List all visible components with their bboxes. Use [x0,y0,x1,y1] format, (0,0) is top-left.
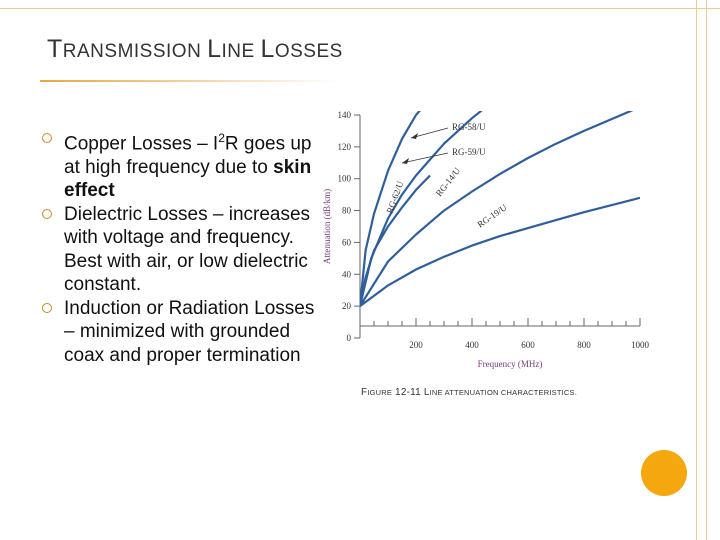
bullet-circle-icon [42,133,52,143]
x-tick-label: 1000 [631,340,650,350]
series-label: RG-58/U [452,122,486,132]
series-line [360,196,640,307]
y-tick-label: 60 [342,237,352,247]
figure-caption: FIGURE 12-11 LINE ATTENUATION CHARACTERI… [361,387,578,398]
x-tick-label: 600 [521,340,535,350]
attenuation-chart: 0 20 40 60 80 100 120 140 200 400 600 800 1000 Freque… [322,110,650,369]
y-axis-label: Attenuation (dB/km) [322,189,332,264]
bullet-item: Induction or Radiation Losses – minimize… [42,297,322,368]
y-tick-label: 140 [338,110,352,120]
bullet-circle-icon [42,302,52,313]
bullet-circle-icon [42,208,52,219]
arrowhead-icon [411,133,418,139]
series-label: RG-19/U [475,202,509,230]
series-label-arrow [401,152,449,164]
x-tick-label: 200 [409,340,423,350]
x-tick-label: 800 [577,340,591,350]
frame-line-left [696,0,697,540]
y-tick-label: 20 [342,301,352,311]
x-axis-label: Frequency (MHz) [478,359,543,369]
decorative-circle [641,450,687,496]
bullet-list: Copper Losses – I2R goes up at high freq… [42,127,322,367]
y-tick-label: 80 [342,206,352,216]
series-label: RG-62/U [384,179,405,214]
series-line [360,111,421,307]
series-label: RG-14/U [434,165,463,198]
series-line [360,111,634,307]
series-label: RG-59/U [452,147,486,157]
slide-title: TRANSMISSION LINE LOSSES [47,35,343,63]
series-label-arrow [410,127,449,139]
y-tick-label: 40 [342,269,352,279]
y-tick-label: 0 [347,333,352,343]
y-tick-label: 100 [338,174,352,184]
x-tick-label: 400 [465,340,479,350]
bullet-item: Copper Losses – I2R goes up at high freq… [42,127,322,203]
bullet-item: Dielectric Losses – increases with volta… [42,203,322,297]
arrowhead-icon [402,158,409,164]
series-line [360,174,431,307]
frame-line-top [0,8,720,9]
frame-line-right [706,0,707,540]
title-underline [40,80,340,82]
y-tick-label: 120 [338,142,352,152]
